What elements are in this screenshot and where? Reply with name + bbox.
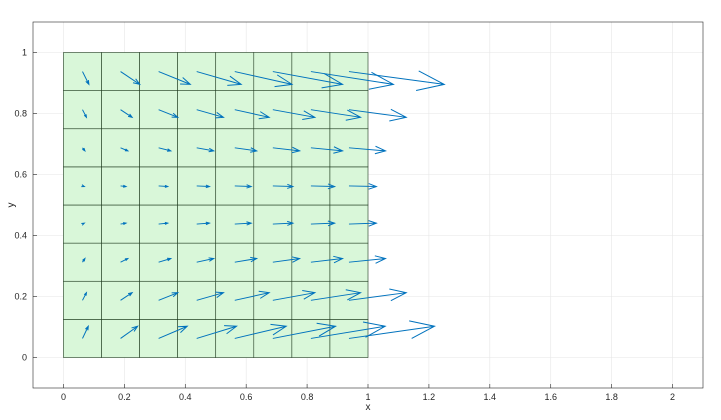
mesh-cell	[63, 280, 102, 320]
y-axis-label: y	[6, 203, 17, 208]
x-tick-label: 1.4	[484, 392, 497, 402]
vector-arrow	[272, 256, 302, 263]
vector-arrow	[82, 109, 88, 119]
vector-arrow	[310, 146, 345, 154]
vector-arrow	[348, 255, 387, 264]
vector-arrow	[120, 184, 128, 188]
vector-arrow	[120, 325, 139, 339]
vector-arrow	[234, 109, 271, 120]
vector-arrow	[234, 71, 294, 88]
vector-arrow	[348, 70, 446, 92]
y-tick-label: 1	[22, 48, 27, 58]
vector-arrow	[196, 221, 211, 226]
vector-arrow	[81, 222, 86, 226]
vector-arrow	[272, 322, 338, 339]
vector-arrow	[196, 147, 216, 153]
vector-arrow	[82, 291, 88, 301]
vector-arrow	[310, 220, 337, 227]
vector-arrow	[310, 183, 337, 190]
vector-arrow	[272, 146, 302, 154]
vector-arrow	[158, 147, 173, 152]
vector-arrow	[82, 147, 86, 153]
vector-arrow	[348, 220, 378, 227]
vector-arrow	[196, 71, 243, 86]
mesh-cell	[63, 128, 102, 168]
x-tick-label: 0.8	[301, 392, 314, 402]
vector-arrow	[196, 109, 225, 119]
mesh-cell	[63, 319, 102, 358]
vector-arrow	[348, 145, 387, 155]
vector-arrow	[348, 288, 408, 302]
vector-arrow	[234, 290, 271, 301]
y-tick-labels: 0 0.2 0.4 0.6 0.8 1	[14, 48, 27, 363]
x-tick-label: 1.8	[605, 392, 618, 402]
x-tick-label: 0.6	[240, 392, 253, 402]
x-tick-label: 1.6	[544, 392, 557, 402]
y-tick-label: 0	[22, 353, 27, 363]
vector-arrow	[234, 323, 288, 339]
vector-arrow	[310, 255, 345, 264]
vector-arrow	[158, 325, 189, 339]
x-tick-label: 2	[670, 392, 675, 402]
x-tick-labels: 0 0.2 0.4 0.6 0.8 1 1.2 1.4 1.6 1.8 2	[61, 392, 675, 402]
x-tick-label: 0.4	[179, 392, 192, 402]
vector-arrow	[272, 220, 295, 226]
vector-arrow	[234, 147, 259, 153]
vector-arrow	[272, 109, 317, 120]
vector-arrow	[310, 109, 362, 121]
vector-arrow	[158, 292, 180, 301]
vector-arrow	[272, 71, 345, 89]
vector-arrow	[120, 147, 130, 152]
vector-arrow	[120, 257, 130, 263]
vector-arrow	[310, 71, 395, 90]
vector-arrow	[120, 109, 134, 119]
vector-arrow	[348, 183, 378, 190]
y-tick-label: 0.4	[14, 231, 27, 241]
vector-arrow	[120, 291, 134, 301]
tick-marks	[33, 52, 673, 388]
x-tick-label: 1	[365, 392, 370, 402]
vector-arrow	[158, 71, 192, 85]
vector-arrow	[272, 183, 295, 189]
vector-arrow	[82, 257, 86, 263]
vector-arrow	[196, 325, 238, 339]
vector-arrow	[196, 184, 211, 189]
mesh-cell	[63, 90, 102, 130]
vector-arrow	[82, 71, 90, 86]
vector-arrow	[348, 108, 408, 122]
vector-arrow	[158, 109, 180, 118]
y-tick-label: 0.6	[14, 170, 27, 180]
vector-arrow	[234, 256, 259, 263]
vector-arrow	[81, 184, 86, 188]
x-tick-label: 1.2	[423, 392, 436, 402]
mesh-cell	[63, 204, 102, 244]
vector-arrow	[158, 257, 173, 263]
vector-field	[81, 70, 446, 339]
x-tick-label: 0.2	[118, 392, 131, 402]
x-tick-label: 0	[61, 392, 66, 402]
vector-arrow	[310, 289, 362, 301]
vector-arrow	[234, 184, 253, 189]
x-axis-label: x	[366, 402, 371, 413]
vector-arrow	[310, 321, 387, 339]
vector-arrow	[158, 221, 170, 225]
y-tick-label: 0.2	[14, 292, 27, 302]
vector-arrow	[120, 222, 128, 226]
vector-arrow	[196, 257, 216, 263]
vector-arrow	[158, 184, 170, 188]
y-tick-label: 0.8	[14, 109, 27, 119]
vector-arrow	[120, 71, 141, 86]
vector-arrow	[196, 291, 225, 301]
mesh-cell	[63, 52, 102, 91]
vector-arrow	[82, 324, 89, 339]
vector-arrow	[234, 221, 253, 226]
vector-arrow	[348, 320, 436, 339]
vector-arrow	[272, 290, 317, 301]
mesh-cell	[63, 166, 102, 206]
mesh-cell	[63, 242, 102, 282]
mesh-patches	[63, 52, 369, 358]
